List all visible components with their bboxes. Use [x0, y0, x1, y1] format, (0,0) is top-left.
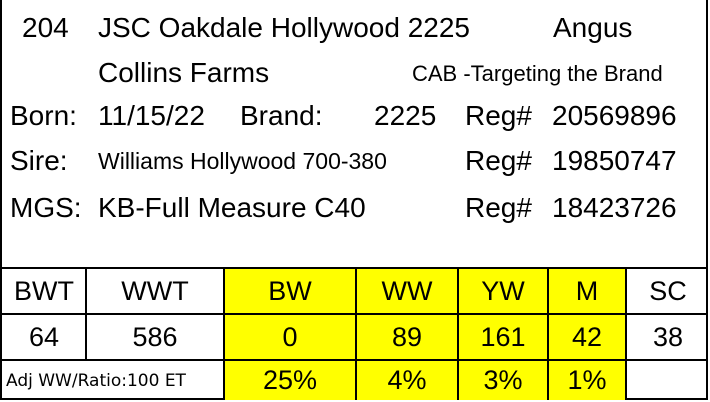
lot-number: 204 [22, 12, 69, 43]
grid-line [85, 267, 87, 361]
reg-label: Reg# [465, 100, 532, 131]
program: CAB -Targeting the Brand [412, 61, 663, 86]
reg-value: 20569896 [552, 100, 677, 131]
value-sc: 38 [652, 321, 684, 352]
mgs-reg-label: Reg# [465, 192, 532, 223]
sire-reg-value: 19850747 [552, 145, 677, 176]
breed: Angus [553, 12, 633, 43]
grid-line [625, 267, 627, 400]
sire-value: Williams Hollywood 700-380 [98, 148, 387, 174]
header-sc: SC [649, 275, 687, 306]
pct-ww: 4% [356, 361, 458, 400]
mgs-label: MGS: [10, 192, 82, 223]
brand-label: Brand: [240, 100, 323, 131]
header-yw: YW [458, 269, 548, 313]
value-wwt: 586 [132, 321, 178, 352]
grid-line [223, 267, 225, 400]
brand-value: 2225 [374, 100, 437, 131]
pct-m: 1% [548, 361, 626, 400]
value-ww: 89 [356, 315, 458, 359]
header-m: M [548, 269, 626, 313]
header-wwt: WWT [121, 275, 189, 306]
pct-yw: 3% [458, 361, 548, 400]
adj-ww-note: Adj WW/Ratio:100 ET [6, 370, 186, 391]
sire-reg-label: Reg# [465, 145, 532, 176]
sire-label: Sire: [10, 145, 68, 176]
header-bw: BW [224, 269, 356, 313]
value-bwt: 64 [28, 321, 60, 352]
born-label: Born: [10, 100, 77, 131]
header-bwt: BWT [14, 275, 74, 306]
value-yw: 161 [458, 315, 548, 359]
born-value: 11/15/22 [98, 100, 205, 131]
mgs-value: KB-Full Measure C40 [98, 192, 366, 223]
mgs-reg-value: 18423726 [552, 192, 677, 223]
value-m: 42 [548, 315, 626, 359]
grid-line [547, 267, 549, 400]
animal-name: JSC Oakdale Hollywood 2225 [98, 12, 470, 43]
pct-bw: 25% [224, 361, 356, 400]
value-bw: 0 [224, 315, 356, 359]
grid-line [457, 267, 459, 400]
consignor: Collins Farms [98, 57, 270, 88]
header-ww: WW [356, 269, 458, 313]
grid-line [355, 267, 357, 400]
